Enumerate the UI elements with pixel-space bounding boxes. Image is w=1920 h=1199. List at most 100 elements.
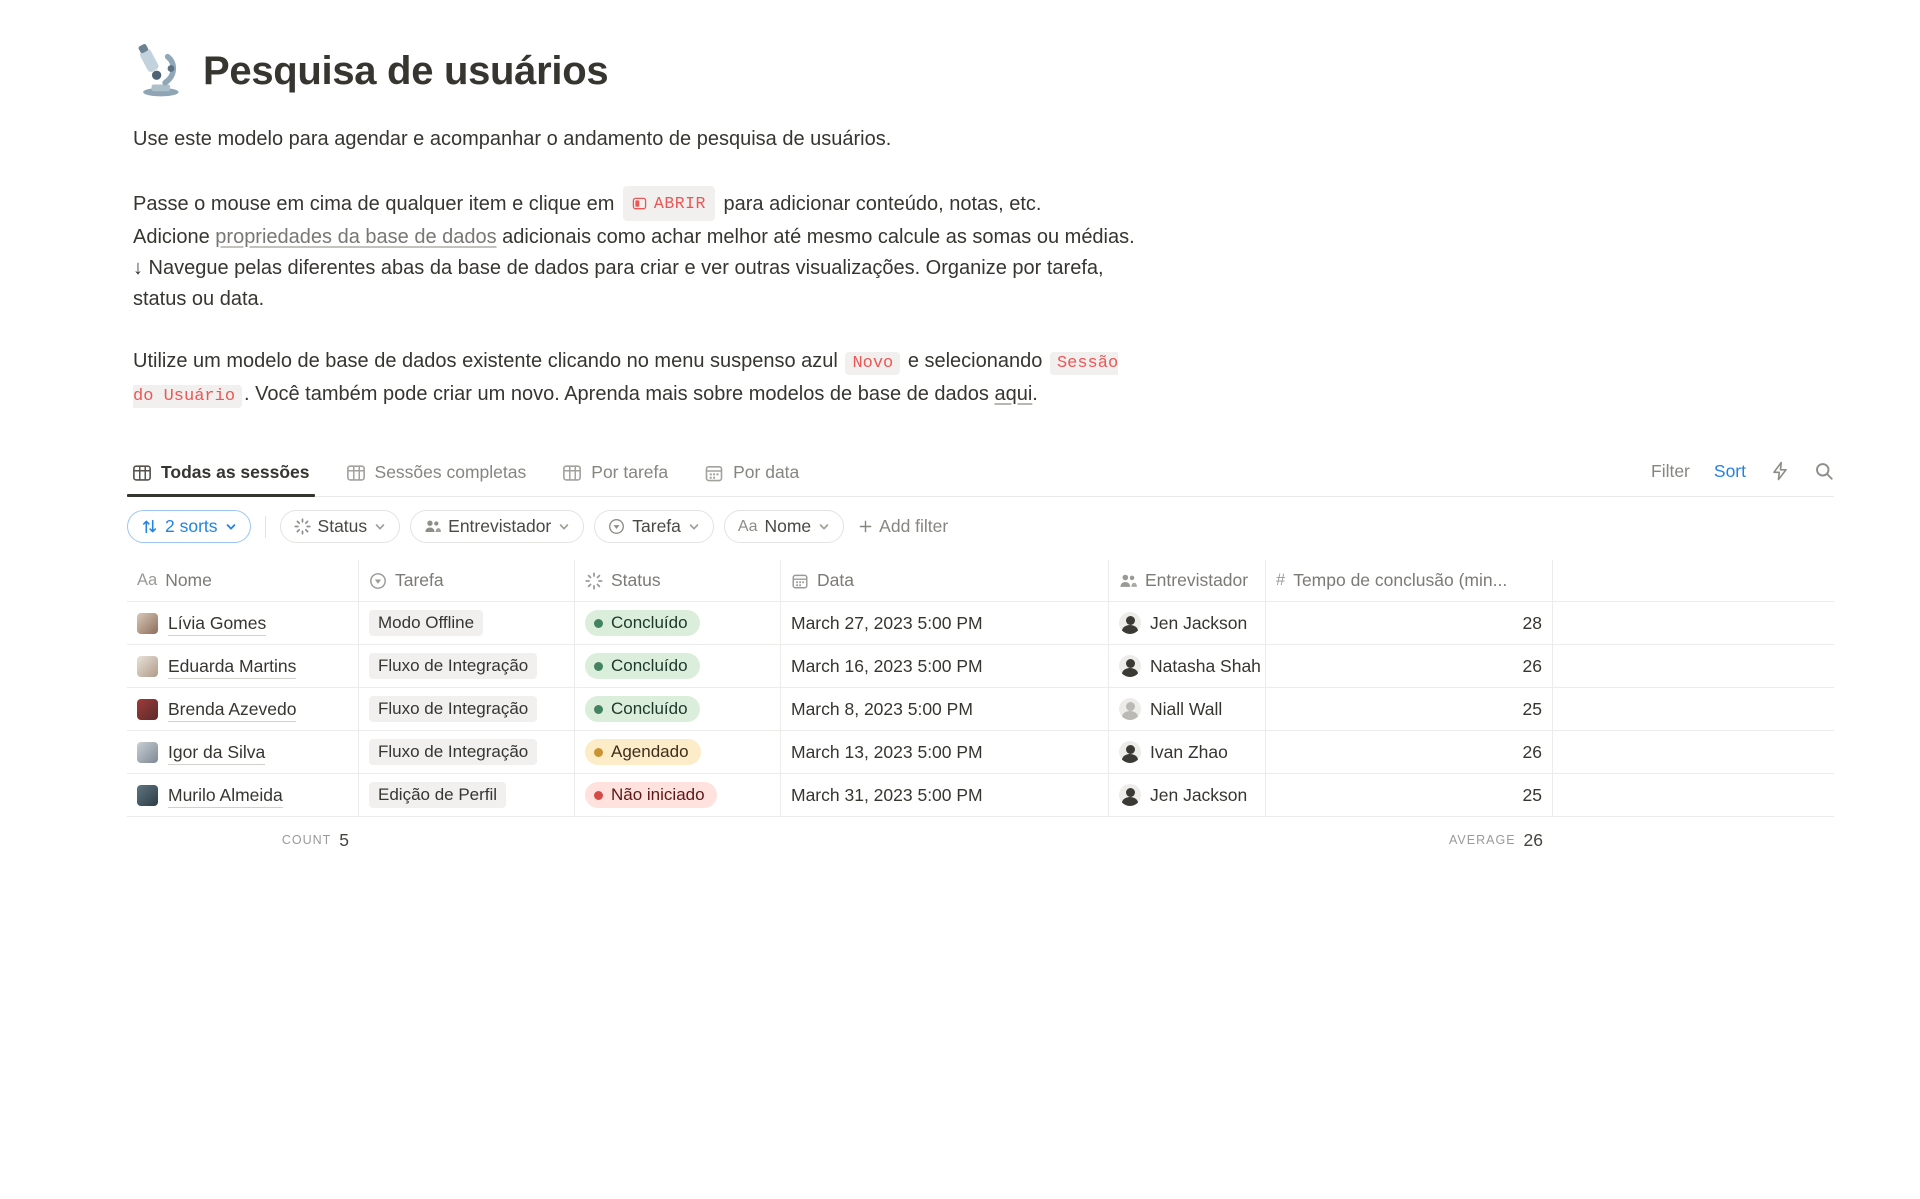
page-link[interactable]: Brenda Azevedo [137, 697, 297, 722]
tab-todas-as-sessoes[interactable]: Todas as sessões [127, 456, 315, 497]
page-link[interactable]: Murilo Almeida [137, 783, 283, 808]
cell-status[interactable]: Agendado [575, 731, 781, 773]
avatar [137, 612, 158, 634]
filter-chip-status[interactable]: Status [279, 510, 401, 543]
number-hash-icon: # [1276, 571, 1286, 589]
text-aa-icon: Aa [137, 571, 158, 589]
table-row: Eduarda Martins Fluxo de Integração Conc… [127, 645, 1834, 688]
row-filler [1553, 602, 1834, 644]
text-aa-icon: Aa [737, 517, 758, 535]
database-properties-link[interactable]: propriedades da base de dados [215, 226, 497, 248]
cell-tarefa[interactable]: Fluxo de Integração [359, 645, 575, 687]
tarefa-tag: Modo Offline [369, 610, 484, 636]
plus-icon [859, 520, 872, 533]
zap-icon[interactable] [1770, 461, 1790, 481]
cell-tarefa[interactable]: Fluxo de Integração [359, 731, 575, 773]
status-dot [594, 661, 603, 671]
divider [264, 515, 266, 538]
status-badge: Concluído [585, 653, 700, 679]
cell-tempo[interactable]: 25 [1266, 688, 1553, 730]
cell-tarefa[interactable]: Modo Offline [359, 602, 575, 644]
column-header-nome[interactable]: Aa Nome [127, 560, 359, 601]
cell-entrevistador[interactable]: Natasha Shah [1109, 645, 1266, 687]
filter-chip-nome[interactable]: Aa Nome [723, 510, 845, 543]
column-header-entrevistador[interactable]: Entrevistador [1109, 560, 1266, 601]
header-filler [1553, 560, 1834, 601]
chevron-down-icon [226, 523, 235, 530]
help-text: adicionais como achar melhor até mesmo c… [502, 226, 1135, 248]
page-link[interactable]: Lívia Gomes [137, 611, 267, 636]
cell-data[interactable]: March 8, 2023 5:00 PM [781, 688, 1109, 730]
calendar-icon [792, 574, 808, 588]
cell-tarefa[interactable]: Fluxo de Integração [359, 688, 575, 730]
chevron-down-icon [819, 523, 829, 530]
filter-chip-entrevistador[interactable]: Entrevistador [410, 510, 585, 543]
row-filler [1553, 774, 1834, 816]
column-header-data[interactable]: Data [781, 560, 1109, 601]
cell-tempo[interactable]: 25 [1266, 774, 1553, 816]
cell-status[interactable]: Concluído [575, 645, 781, 687]
tab-por-data[interactable]: Por data [699, 456, 804, 496]
cell-tempo[interactable]: 28 [1266, 602, 1553, 644]
cell-entrevistador[interactable]: Niall Wall [1109, 688, 1266, 730]
help-text: ↓ Navegue pelas diferentes abas da base … [133, 257, 1104, 310]
aqui-link[interactable]: aqui [994, 383, 1033, 405]
count-calc[interactable]: COUNT 5 [281, 829, 349, 850]
average-calc[interactable]: AVERAGE 26 [1449, 829, 1543, 850]
search-icon[interactable] [1814, 461, 1834, 481]
cell-tarefa[interactable]: Edição de Perfil [359, 774, 575, 816]
template-text: . Você também pode criar um novo. Aprend… [244, 383, 989, 405]
status-spinner-icon [293, 518, 311, 535]
page: Pesquisa de usuários Use este modelo par… [127, 44, 1920, 850]
tarefa-tag: Fluxo de Integração [369, 653, 538, 679]
cell-tempo[interactable]: 26 [1266, 731, 1553, 773]
template-text: Utilize um modelo de base de dados exist… [133, 350, 838, 372]
cell-data[interactable]: March 16, 2023 5:00 PM [781, 645, 1109, 687]
status-dot [594, 747, 603, 757]
tarefa-tag: Fluxo de Integração [369, 696, 538, 722]
column-header-status[interactable]: Status [575, 560, 781, 601]
page-link[interactable]: Igor da Silva [137, 740, 266, 765]
cell-data[interactable]: March 31, 2023 5:00 PM [781, 774, 1109, 816]
cell-nome: Eduarda Martins [127, 645, 359, 687]
cell-status[interactable]: Concluído [575, 602, 781, 644]
sort-button[interactable]: Sort [1713, 460, 1746, 481]
cell-entrevistador[interactable]: Ivan Zhao [1109, 731, 1266, 773]
help-text: para adicionar conteúdo, notas, etc. [723, 192, 1042, 215]
page-header: Pesquisa de usuários [127, 44, 1920, 98]
chevron-down-icon [689, 523, 699, 530]
cell-tempo[interactable]: 26 [1266, 645, 1553, 687]
people-icon [425, 520, 442, 533]
help-text: Adicione [133, 226, 210, 248]
column-header-tempo[interactable]: # Tempo de conclusão (min... [1266, 560, 1553, 601]
column-header-tarefa[interactable]: Tarefa [359, 560, 575, 601]
calendar-icon [705, 465, 723, 481]
sorts-pill[interactable]: 2 sorts [127, 510, 251, 543]
cell-entrevistador[interactable]: Jen Jackson [1109, 774, 1266, 816]
tab-sessoes-completas[interactable]: Sessões completas [341, 456, 532, 496]
help-paragraph: Passe o mouse em cima de qualquer item e… [133, 186, 1147, 315]
cell-data[interactable]: March 27, 2023 5:00 PM [781, 602, 1109, 644]
add-filter-button[interactable]: Add filter [858, 516, 948, 537]
cell-entrevistador[interactable]: Jen Jackson [1109, 602, 1266, 644]
page-link[interactable]: Eduarda Martins [137, 654, 297, 679]
cell-status[interactable]: Concluído [575, 688, 781, 730]
page-title: Pesquisa de usuários [203, 48, 609, 93]
view-tabs-bar: Todas as sessões Sessões completas Por t… [127, 456, 1834, 497]
select-icon [370, 572, 386, 589]
status-dot [594, 790, 603, 800]
table-header-row: Aa Nome Tarefa Status Data Entrevistador… [127, 560, 1834, 602]
intro-paragraph: Use este modelo para agendar e acompanha… [133, 128, 892, 150]
help-text: Passe o mouse em cima de qualquer item e… [133, 192, 615, 215]
tab-por-tarefa[interactable]: Por tarefa [557, 456, 673, 496]
template-text: . [1032, 383, 1038, 405]
template-paragraph: Utilize um modelo de base de dados exist… [133, 346, 1147, 412]
status-dot [594, 618, 603, 628]
cell-data[interactable]: March 13, 2023 5:00 PM [781, 731, 1109, 773]
table-icon [563, 464, 582, 481]
cell-nome: Murilo Almeida [127, 774, 359, 816]
microscope-icon[interactable] [133, 44, 187, 98]
filter-chip-tarefa[interactable]: Tarefa [594, 510, 714, 543]
filter-button[interactable]: Filter [1651, 460, 1690, 481]
cell-status[interactable]: Não iniciado [575, 774, 781, 816]
